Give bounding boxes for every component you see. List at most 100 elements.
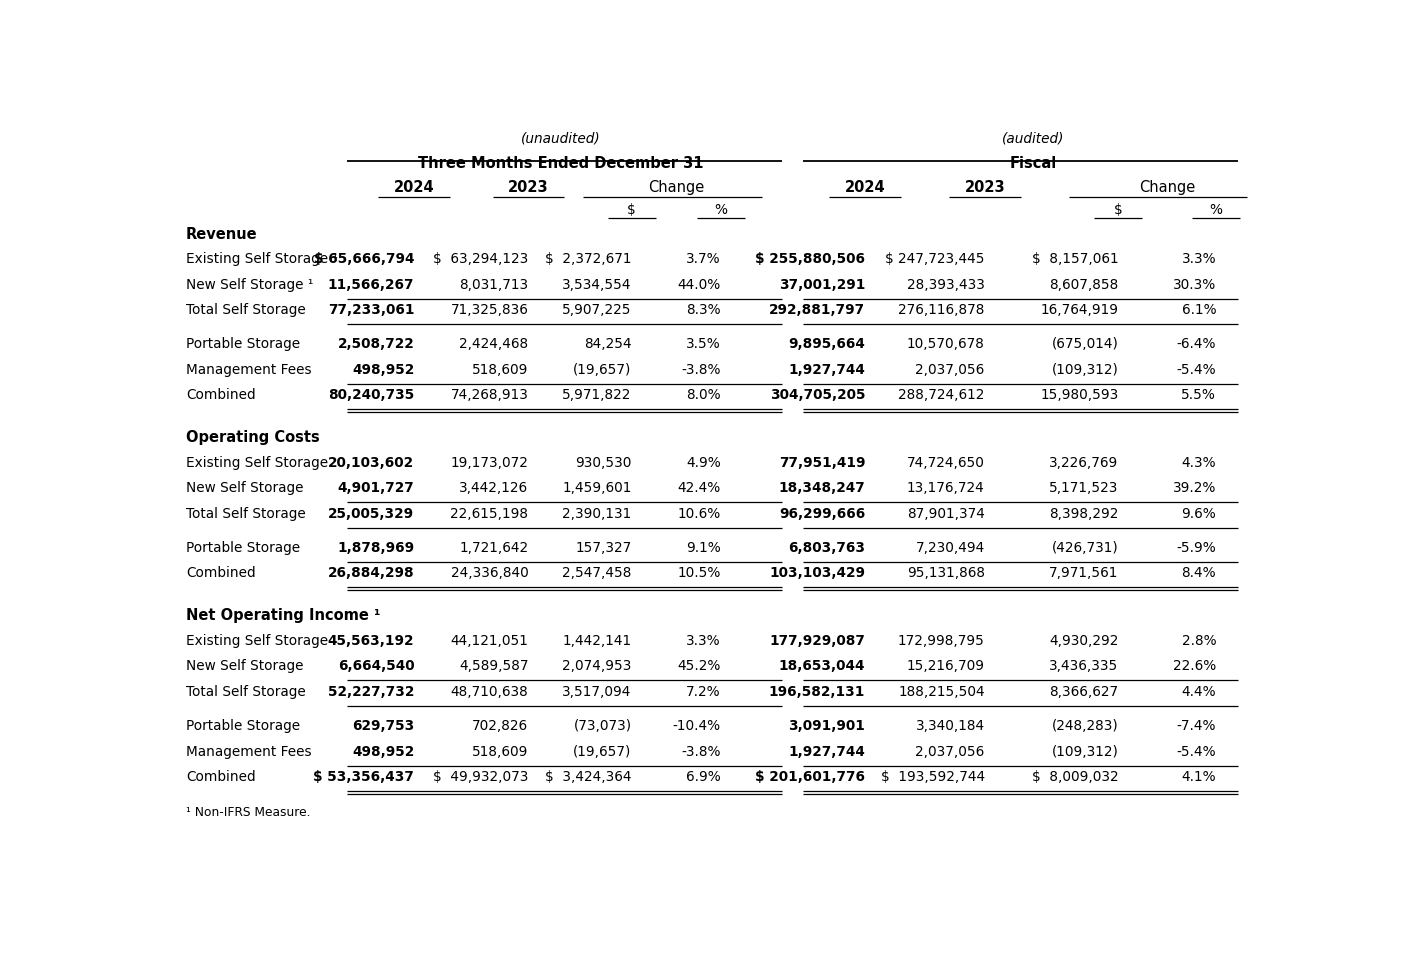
Text: 1,927,744: 1,927,744: [788, 745, 865, 758]
Text: 7,971,561: 7,971,561: [1049, 567, 1119, 580]
Text: 188,215,504: 188,215,504: [899, 684, 984, 699]
Text: $  193,592,744: $ 193,592,744: [880, 770, 984, 784]
Text: 15,980,593: 15,980,593: [1040, 389, 1119, 402]
Text: 629,753: 629,753: [352, 719, 415, 733]
Text: -3.8%: -3.8%: [681, 363, 721, 377]
Text: 1,459,601: 1,459,601: [562, 481, 631, 495]
Text: 80,240,735: 80,240,735: [328, 389, 415, 402]
Text: %: %: [1210, 203, 1223, 217]
Text: 3.3%: 3.3%: [1182, 252, 1216, 266]
Text: (unaudited): (unaudited): [522, 131, 601, 146]
Text: 276,116,878: 276,116,878: [899, 303, 984, 317]
Text: 498,952: 498,952: [352, 363, 415, 377]
Text: 157,327: 157,327: [575, 541, 631, 555]
Text: 2,037,056: 2,037,056: [916, 745, 984, 758]
Text: 4,901,727: 4,901,727: [338, 481, 415, 495]
Text: 8.3%: 8.3%: [686, 303, 721, 317]
Text: 930,530: 930,530: [575, 456, 631, 469]
Text: 4.9%: 4.9%: [686, 456, 721, 469]
Text: $ 65,666,794: $ 65,666,794: [314, 252, 415, 266]
Text: 2,547,458: 2,547,458: [562, 567, 631, 580]
Text: 11,566,267: 11,566,267: [328, 278, 415, 292]
Text: 24,336,840: 24,336,840: [450, 567, 529, 580]
Text: 22.6%: 22.6%: [1173, 659, 1216, 674]
Text: $  8,009,032: $ 8,009,032: [1032, 770, 1119, 784]
Text: -10.4%: -10.4%: [673, 719, 721, 733]
Text: 2,037,056: 2,037,056: [916, 363, 984, 377]
Text: 96,299,666: 96,299,666: [780, 506, 865, 521]
Text: 2024: 2024: [845, 180, 886, 195]
Text: 74,268,913: 74,268,913: [450, 389, 529, 402]
Text: 7.2%: 7.2%: [686, 684, 721, 699]
Text: 288,724,612: 288,724,612: [899, 389, 984, 402]
Text: 87,901,374: 87,901,374: [907, 506, 984, 521]
Text: 498,952: 498,952: [352, 745, 415, 758]
Text: $  8,157,061: $ 8,157,061: [1032, 252, 1119, 266]
Text: 1,721,642: 1,721,642: [460, 541, 529, 555]
Text: 71,325,836: 71,325,836: [450, 303, 529, 317]
Text: $  3,424,364: $ 3,424,364: [545, 770, 631, 784]
Text: Portable Storage: Portable Storage: [186, 719, 300, 733]
Text: 26,884,298: 26,884,298: [328, 567, 415, 580]
Text: 22,615,198: 22,615,198: [450, 506, 529, 521]
Text: (109,312): (109,312): [1052, 363, 1119, 377]
Text: 8,398,292: 8,398,292: [1049, 506, 1119, 521]
Text: 3,226,769: 3,226,769: [1049, 456, 1119, 469]
Text: 9,895,664: 9,895,664: [788, 337, 865, 352]
Text: 30.3%: 30.3%: [1173, 278, 1216, 292]
Text: Portable Storage: Portable Storage: [186, 337, 300, 352]
Text: 77,233,061: 77,233,061: [328, 303, 415, 317]
Text: 10,570,678: 10,570,678: [907, 337, 984, 352]
Text: (19,657): (19,657): [573, 745, 631, 758]
Text: 4.4%: 4.4%: [1182, 684, 1216, 699]
Text: Existing Self Storage: Existing Self Storage: [186, 634, 328, 647]
Text: $  2,372,671: $ 2,372,671: [545, 252, 631, 266]
Text: Management Fees: Management Fees: [186, 745, 311, 758]
Text: 10.6%: 10.6%: [677, 506, 721, 521]
Text: Existing Self Storage: Existing Self Storage: [186, 456, 328, 469]
Text: 6.9%: 6.9%: [686, 770, 721, 784]
Text: 37,001,291: 37,001,291: [780, 278, 865, 292]
Text: 5.5%: 5.5%: [1182, 389, 1216, 402]
Text: 20,103,602: 20,103,602: [328, 456, 415, 469]
Text: 4.3%: 4.3%: [1182, 456, 1216, 469]
Text: 13,176,724: 13,176,724: [907, 481, 984, 495]
Text: 5,171,523: 5,171,523: [1049, 481, 1119, 495]
Text: 25,005,329: 25,005,329: [328, 506, 415, 521]
Text: -5.4%: -5.4%: [1176, 745, 1216, 758]
Text: Net Operating Income ¹: Net Operating Income ¹: [186, 608, 380, 623]
Text: 44.0%: 44.0%: [677, 278, 721, 292]
Text: 5,971,822: 5,971,822: [562, 389, 631, 402]
Text: $ 53,356,437: $ 53,356,437: [314, 770, 415, 784]
Text: -5.4%: -5.4%: [1176, 363, 1216, 377]
Text: 84,254: 84,254: [585, 337, 631, 352]
Text: 3.5%: 3.5%: [686, 337, 721, 352]
Text: 8,607,858: 8,607,858: [1049, 278, 1119, 292]
Text: -6.4%: -6.4%: [1176, 337, 1216, 352]
Text: 8.4%: 8.4%: [1182, 567, 1216, 580]
Text: (73,073): (73,073): [573, 719, 631, 733]
Text: 3,534,554: 3,534,554: [562, 278, 631, 292]
Text: Total Self Storage: Total Self Storage: [186, 506, 306, 521]
Text: 8.0%: 8.0%: [686, 389, 721, 402]
Text: ¹ Non-IFRS Measure.: ¹ Non-IFRS Measure.: [186, 806, 311, 819]
Text: 8,031,713: 8,031,713: [460, 278, 529, 292]
Text: 52,227,732: 52,227,732: [328, 684, 415, 699]
Text: Three Months Ended December 31: Three Months Ended December 31: [418, 156, 704, 171]
Text: 2,424,468: 2,424,468: [460, 337, 529, 352]
Text: 18,348,247: 18,348,247: [778, 481, 865, 495]
Text: (248,283): (248,283): [1052, 719, 1119, 733]
Text: 10.5%: 10.5%: [677, 567, 721, 580]
Text: -5.9%: -5.9%: [1176, 541, 1216, 555]
Text: 304,705,205: 304,705,205: [770, 389, 865, 402]
Text: 3.7%: 3.7%: [686, 252, 721, 266]
Text: Total Self Storage: Total Self Storage: [186, 303, 306, 317]
Text: Existing Self Storage ¹: Existing Self Storage ¹: [186, 252, 338, 266]
Text: Change: Change: [648, 180, 704, 195]
Text: 7,230,494: 7,230,494: [916, 541, 984, 555]
Text: 2023: 2023: [508, 180, 548, 195]
Text: 8,366,627: 8,366,627: [1049, 684, 1119, 699]
Text: 2024: 2024: [394, 180, 435, 195]
Text: 18,653,044: 18,653,044: [778, 659, 865, 674]
Text: 292,881,797: 292,881,797: [770, 303, 865, 317]
